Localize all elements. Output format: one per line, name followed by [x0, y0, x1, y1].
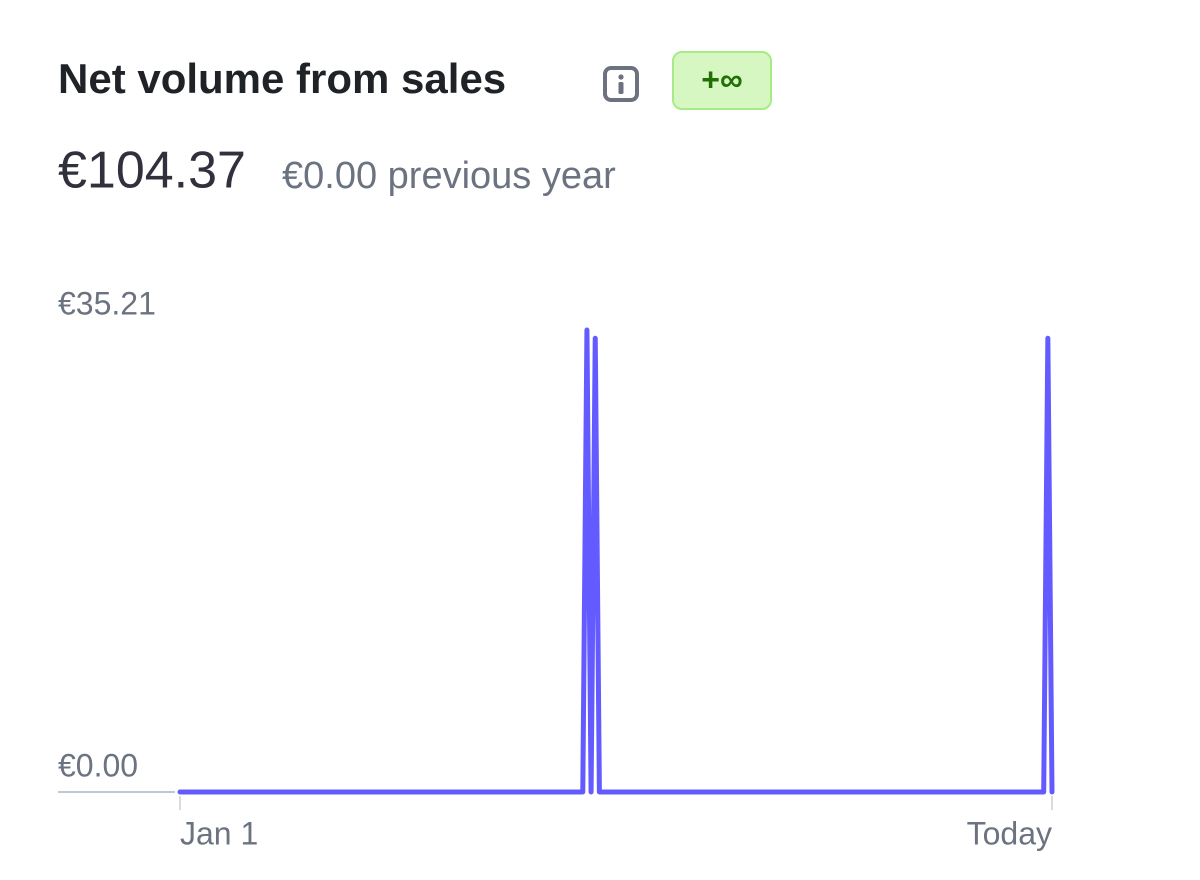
info-stem: [618, 82, 624, 94]
badge-text: +∞: [701, 61, 743, 97]
x-tick-label: Today: [967, 815, 1052, 851]
comparison: €0.00 previous year: [282, 155, 616, 197]
info-dot: [618, 74, 624, 80]
y-tick-label: €0.00: [58, 747, 138, 783]
title: Net volume from sales: [58, 55, 506, 102]
x-tick-label: Jan 1: [180, 815, 258, 851]
info-box: [603, 66, 639, 102]
badge: [672, 51, 772, 110]
y-tick-label: €35.21: [58, 285, 156, 321]
total-value: €104.37: [58, 142, 246, 200]
info-icon[interactable]: [603, 66, 639, 102]
data-line: [177, 327, 1055, 795]
